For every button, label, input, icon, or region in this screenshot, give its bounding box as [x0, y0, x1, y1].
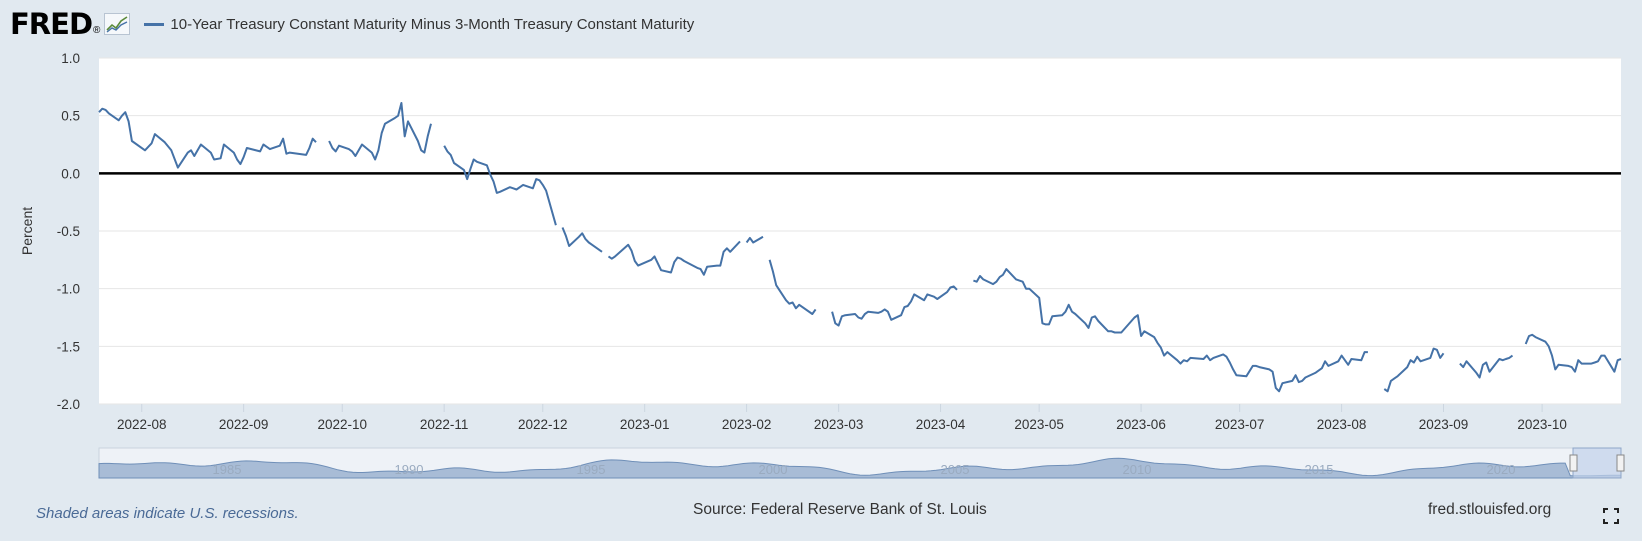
series-line-segment [443, 145, 557, 226]
y-tick-label: 0.5 [61, 109, 80, 124]
site-link[interactable]: fred.stlouisfed.org [1428, 501, 1552, 518]
x-tick-label: 2023-04 [916, 417, 966, 432]
x-tick-label: 2023-05 [1014, 417, 1064, 432]
x-tick-label: 2023-07 [1215, 417, 1265, 432]
navigator-year-label: 2015 [1305, 462, 1334, 477]
x-tick-label: 2023-06 [1116, 417, 1166, 432]
series-line-segment [1459, 354, 1514, 379]
source-text: Source: Federal Reserve Bank of St. Loui… [693, 501, 987, 518]
series-line-segment [768, 259, 817, 315]
series-line-segment [1383, 347, 1445, 393]
x-axis-ticks: 2022-08 2022-09 2022-10 2022-11 2022-12 2023-… [117, 404, 1567, 432]
y-tick-label: -2.0 [57, 397, 80, 412]
x-tick-label: 2023-01 [620, 417, 670, 432]
navigator-area [98, 457, 1622, 479]
navigator-labels: 1985 1990 1995 2000 2005 2010 2015 2020 [213, 462, 1516, 477]
fullscreen-icon[interactable] [1603, 508, 1619, 524]
x-tick-label: 2022-12 [518, 417, 568, 432]
series-line-segment [831, 285, 958, 327]
series-line-segment [98, 107, 317, 169]
y-axis-title: Percent [19, 207, 35, 255]
x-tick-label: 2022-11 [420, 417, 469, 432]
navigator-year-label: 2010 [1123, 462, 1152, 477]
navigator-right-handle[interactable] [1616, 454, 1625, 472]
series-group [98, 102, 1622, 393]
y-tick-label: 0.0 [61, 166, 80, 181]
registered-mark: ® [93, 25, 101, 36]
series-line-segment [607, 240, 741, 276]
navigator-year-label: 2000 [759, 462, 788, 477]
series-line-segment [561, 227, 603, 253]
x-tick-label: 2023-02 [722, 417, 772, 432]
y-tick-label: -1.0 [57, 282, 80, 297]
legend-swatch [144, 22, 165, 26]
legend[interactable]: 10-Year Treasury Constant Maturity Minus… [144, 16, 694, 33]
y-axis-ticks: 1.0 0.5 0.0 -0.5 -1.0 -1.5 -2.0 [57, 51, 80, 412]
navigator-year-label: 1995 [577, 462, 606, 477]
x-tick-label: 2023-10 [1517, 417, 1567, 432]
navigator-window[interactable] [1572, 447, 1622, 479]
y-tick-label: -0.5 [57, 224, 80, 239]
series-line-segment [745, 235, 764, 244]
navigator-year-label: 2005 [941, 462, 970, 477]
y-tick-label: -1.5 [57, 339, 80, 354]
x-tick-label: 2022-08 [117, 417, 167, 432]
y-tick-label: 1.0 [61, 51, 80, 66]
x-tick-label: 2023-03 [814, 417, 864, 432]
fred-logo[interactable]: FRED [10, 6, 93, 41]
series-line-segment [973, 268, 1368, 393]
navigator-year-label: 1990 [395, 462, 424, 477]
chart-header: FRED ® 10-Year Treasury Constant Maturit… [10, 6, 694, 42]
legend-series-label: 10-Year Treasury Constant Maturity Minus… [170, 15, 695, 33]
series-line-segment [328, 102, 432, 161]
x-tick-label: 2023-08 [1317, 417, 1367, 432]
navigator-year-label: 2020 [1487, 462, 1516, 477]
navigator-left-handle[interactable] [1569, 454, 1578, 472]
navigator-year-label: 1985 [213, 462, 242, 477]
x-tick-label: 2023-09 [1419, 417, 1469, 432]
recession-note: Shaded areas indicate U.S. recessions. [36, 505, 299, 522]
line-graph-icon[interactable] [104, 13, 131, 35]
x-tick-label: 2022-09 [219, 417, 269, 432]
series-line-segment [1524, 333, 1622, 373]
range-navigator[interactable]: 1985 1990 1995 2000 2005 2010 2015 2020 [98, 447, 1625, 479]
x-tick-label: 2022-10 [317, 417, 367, 432]
